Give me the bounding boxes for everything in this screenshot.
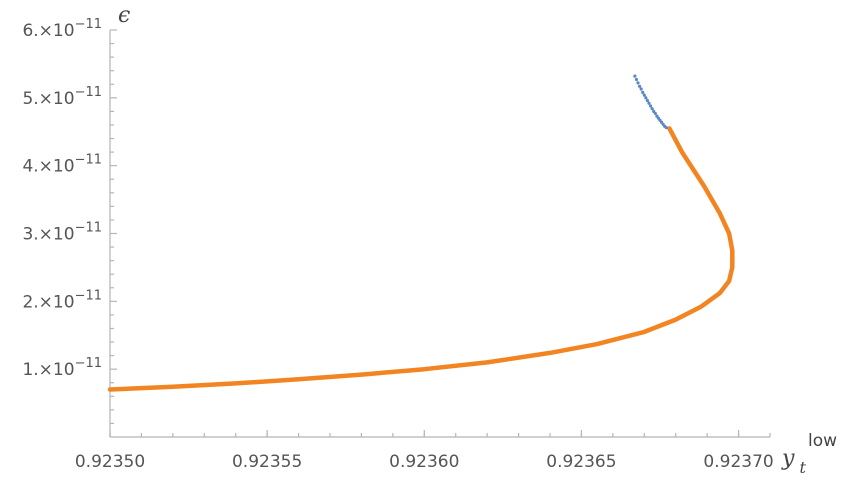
series-point [641,90,645,95]
y-tick-label: 5.×10−11 [22,85,102,109]
x-tick-label: 0.92365 [546,452,616,472]
y-tick-base: ×10 [39,89,75,109]
x-axis-label-superscript: low [808,431,837,451]
y-tick-base: ×10 [39,157,75,177]
y-tick-mantissa: 2. [22,292,38,312]
y-tick-base: ×10 [39,360,75,380]
x-tick-label: 0.92370 [703,452,773,472]
x-axis-label-subscript: t [800,458,807,477]
y-tick-mantissa: 1. [22,360,38,380]
series-point [633,74,637,78]
axes [109,30,770,438]
series-point [634,77,639,82]
y-tick-base: ×10 [39,225,75,245]
x-axis-label-base: y [781,446,795,471]
y-tick-label: 3.×10−11 [22,221,102,245]
series-point [642,93,646,97]
series-line-0 [107,126,735,392]
y-tick-exponent: −11 [75,356,102,371]
y-tick-exponent: −11 [75,85,102,100]
series-point [644,96,648,100]
y-tick-label: 6.×10−11 [22,17,102,41]
y-tick-base: ×10 [39,21,75,41]
y-tick-exponent: −11 [75,153,102,168]
y-tick-label: 2.×10−11 [22,288,102,312]
y-tick-exponent: −11 [75,17,102,32]
series-point [637,84,642,88]
series-point [648,104,653,108]
series-point [664,126,668,130]
y-ticks: 1.×10−112.×10−113.×10−114.×10−115.×10−11… [22,17,117,425]
y-tick-mantissa: 5. [22,89,38,109]
x-tick-label: 0.92355 [232,452,302,472]
y-tick-mantissa: 4. [22,157,38,177]
x-ticks: 0.92350 0.92355 0.92360 0.92365 0.92370 [75,430,774,472]
x-tick-label: 0.92350 [75,452,145,472]
series-point [645,98,650,103]
y-tick-label: 1.×10−11 [22,356,102,380]
series-point [650,107,654,111]
x-axis-label: y t low [781,431,837,477]
y-tick-mantissa: 3. [22,225,38,245]
y-tick-exponent: −11 [75,288,102,303]
x-tick-label: 0.92360 [389,452,459,472]
y-tick-exponent: −11 [75,221,102,236]
series-layer [107,74,735,392]
y-tick-mantissa: 6. [22,21,38,41]
series-point [636,81,640,85]
series-point [639,87,643,91]
y-axis-label: ϵ [118,3,130,28]
series-point [647,101,651,105]
series-point [653,111,657,116]
y-tick-base: ×10 [39,292,75,312]
y-tick-label: 4.×10−11 [22,153,102,177]
